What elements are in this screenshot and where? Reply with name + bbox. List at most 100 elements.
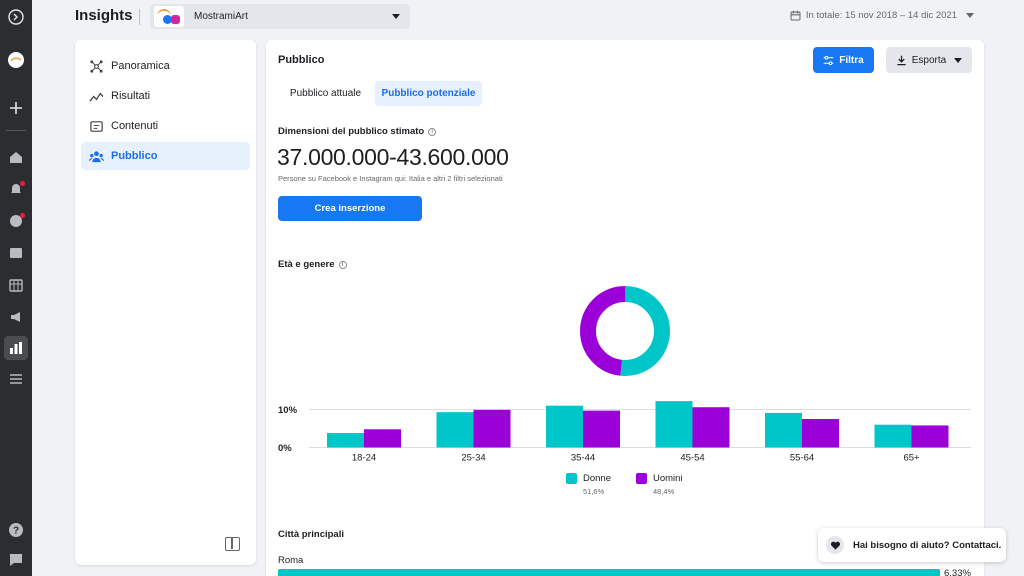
- x-tick-label: 55-64: [790, 453, 814, 464]
- gender-donut-chart: [580, 286, 670, 376]
- age-gender-bar-chart: 0% 10% 18-24 25-34 35-44 45-54 55-64 65+: [278, 401, 971, 464]
- app-title: Insights: [75, 7, 133, 24]
- x-tick-label: 25-34: [461, 453, 485, 464]
- left-rail: ?: [0, 0, 32, 576]
- bar-donne-25-34[interactable]: [436, 412, 474, 448]
- page-title: Pubblico: [278, 54, 325, 66]
- messages-icon[interactable]: [4, 209, 28, 233]
- bar-uomini-35-44[interactable]: [583, 410, 620, 448]
- sidebar-item-results[interactable]: Risultati: [81, 82, 250, 110]
- audience-panel: Pubblico Filtra Esporta Pubblico attuale…: [266, 40, 984, 576]
- legend-label-women: Donne: [583, 473, 611, 484]
- chevron-down-icon: [966, 13, 974, 18]
- y-tick-label: 0%: [278, 443, 292, 454]
- tab-potential-audience[interactable]: Pubblico potenziale: [375, 81, 482, 106]
- x-tick-label: 65+: [903, 453, 920, 464]
- city-value: 6,33%: [944, 568, 971, 576]
- help-contact-button[interactable]: Hai bisogno di aiuto? Contattaci.: [818, 528, 1006, 562]
- svg-text:?: ?: [13, 526, 19, 537]
- ads-megaphone-icon[interactable]: [4, 305, 28, 329]
- insights-bar-chart-icon[interactable]: [4, 336, 28, 360]
- audience-size-value: 37.000.000-43.600.000: [277, 144, 509, 170]
- export-label: Esporta: [911, 54, 947, 66]
- legend-pct-men: 48,4%: [653, 487, 675, 496]
- legend-men: Uomini 48,4%: [636, 473, 683, 496]
- notifications-icon[interactable]: [4, 177, 28, 201]
- x-tick-label: 45-54: [680, 453, 704, 464]
- bar-donne-18-24[interactable]: [327, 433, 364, 448]
- sliders-icon: [823, 55, 834, 65]
- page-avatar-icon[interactable]: [4, 48, 28, 72]
- bar-donne-55-64[interactable]: [765, 412, 802, 448]
- calendar-icon[interactable]: [4, 273, 28, 297]
- calendar-icon: [790, 10, 801, 21]
- legend-swatch-men: [636, 473, 647, 484]
- results-icon: [89, 92, 104, 102]
- date-range-label: In totale: 15 nov 2018 – 14 dic 2021: [805, 10, 957, 21]
- facebook-icon: [163, 15, 172, 24]
- page-avatar: [154, 6, 184, 27]
- top-cities-title: Città principali: [278, 529, 344, 540]
- heart-hands-icon: [826, 536, 844, 554]
- bar-donne-65+[interactable]: [874, 424, 912, 448]
- content-icon: [90, 120, 103, 132]
- chevron-down-icon: [954, 57, 963, 63]
- posts-icon[interactable]: [4, 241, 28, 265]
- sidebar-item-label: Pubblico: [111, 150, 158, 162]
- city-name: Roma: [278, 555, 304, 566]
- bar-donne-45-54[interactable]: [655, 401, 693, 448]
- top-bar: Insights MostramiArt In totale: 15 nov 2…: [32, 0, 1024, 34]
- page-name: MostramiArt: [194, 11, 248, 22]
- bar-uomini-55-64[interactable]: [802, 419, 839, 448]
- download-icon: [897, 55, 906, 65]
- legend-swatch-women: [566, 473, 577, 484]
- collapse-sidebar-icon[interactable]: [225, 537, 240, 551]
- city-bar: [278, 569, 940, 576]
- insights-sidebar: Panoramica Risultati Contenuti Pubblico: [75, 40, 256, 565]
- audience-icon: [89, 150, 104, 162]
- sidebar-item-audience[interactable]: Pubblico: [81, 142, 250, 170]
- help-label: Hai bisogno di aiuto? Contattaci.: [853, 539, 1002, 551]
- legend-label-men: Uomini: [653, 473, 683, 484]
- export-button[interactable]: Esporta: [886, 47, 972, 73]
- audience-size-heading: Dimensioni del pubblico stimato i: [278, 126, 437, 137]
- home-icon[interactable]: [4, 145, 28, 169]
- overview-icon: [90, 59, 103, 73]
- date-range-selector[interactable]: In totale: 15 nov 2018 – 14 dic 2021: [790, 10, 974, 21]
- sidebar-item-label: Risultati: [111, 90, 151, 102]
- filter-button[interactable]: Filtra: [813, 47, 874, 73]
- bar-donne-35-44[interactable]: [546, 405, 583, 448]
- title-divider: [139, 9, 140, 25]
- age-gender-heading: Età e genere i: [278, 259, 347, 270]
- tab-current-audience[interactable]: Pubblico attuale: [289, 88, 362, 99]
- donut-slice-uomini[interactable]: [580, 286, 670, 376]
- menu-icon[interactable]: [4, 367, 28, 391]
- info-icon[interactable]: i: [338, 260, 347, 269]
- bar-uomini-18-24[interactable]: [364, 429, 401, 448]
- page-selector[interactable]: MostramiArt: [150, 4, 410, 29]
- bar-uomini-45-54[interactable]: [692, 407, 730, 448]
- feedback-icon[interactable]: [4, 548, 28, 572]
- help-question-icon[interactable]: ?: [4, 518, 28, 542]
- create-ad-button[interactable]: Crea inserzione: [278, 196, 422, 221]
- bar-uomini-65+[interactable]: [911, 425, 949, 448]
- create-plus-icon[interactable]: [4, 96, 28, 120]
- sidebar-item-label: Contenuti: [111, 120, 159, 132]
- chevron-down-icon: [392, 14, 400, 19]
- y-tick-label: 10%: [278, 405, 298, 416]
- info-icon[interactable]: i: [428, 127, 437, 136]
- rail-divider: [6, 130, 26, 131]
- x-tick-label: 18-24: [352, 453, 376, 464]
- legend-women: Donne 51,6%: [566, 473, 611, 496]
- audience-size-subtitle: Persone su Facebook e Instagram qui: Ita…: [278, 174, 503, 183]
- legend-pct-women: 51,6%: [583, 487, 605, 496]
- instagram-icon: [171, 15, 180, 24]
- sidebar-item-overview[interactable]: Panoramica: [81, 52, 250, 80]
- sidebar-item-content[interactable]: Contenuti: [81, 112, 250, 140]
- bar-uomini-25-34[interactable]: [473, 409, 511, 448]
- audience-size-title: Dimensioni del pubblico stimato: [278, 126, 425, 137]
- x-tick-label: 35-44: [571, 453, 595, 464]
- sidebar-item-label: Panoramica: [111, 60, 170, 72]
- filter-label: Filtra: [839, 54, 864, 66]
- meta-logo-icon[interactable]: [4, 5, 28, 29]
